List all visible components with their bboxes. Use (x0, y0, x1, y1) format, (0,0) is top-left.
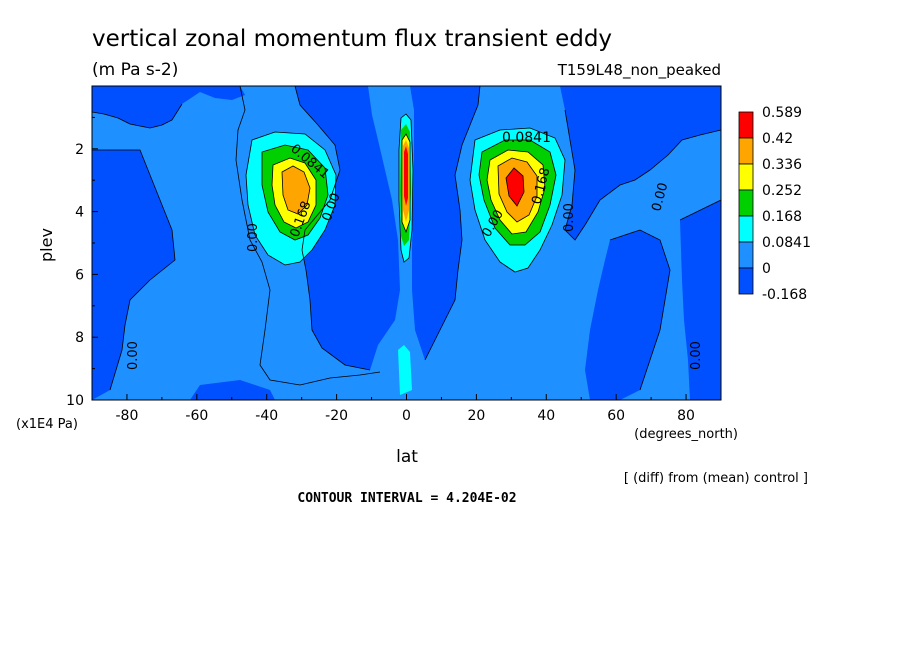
x-axis: -80 -60 -40 -20 0 20 40 60 80 (91, 394, 722, 424)
colorbar-label: 0.42 (762, 131, 793, 147)
colorbar-label: 0 (762, 261, 771, 277)
contour-label: 0.00 (689, 341, 704, 370)
colorbar-swatch (738, 111, 754, 139)
colorbar-label: 0.589 (762, 105, 802, 121)
colorbar-label: 0.336 (762, 157, 802, 173)
contour-plot: 0.0841 0.0841 0.168 0.168 0.00 0.00 0.00… (92, 86, 721, 400)
x-tick-label: 40 (537, 408, 555, 424)
y-unit-label: (x1E4 Pa) (16, 417, 78, 432)
contour-label: 0.00 (246, 223, 261, 252)
x-tick-label: 0 (402, 408, 411, 424)
y-axis-label: plev (37, 228, 56, 262)
y-tick-label: 10 (66, 393, 84, 409)
contour-label: 0.00 (126, 341, 141, 370)
chart-title: vertical zonal momentum flux transient e… (92, 26, 612, 52)
colorbar-label: 0.168 (762, 209, 802, 225)
colorbar-swatch (738, 241, 754, 269)
x-tick-label: -40 (255, 408, 278, 424)
colorbar-swatch (738, 163, 754, 191)
colorbar-swatch (738, 215, 754, 243)
x-unit-label: (degrees_north) (634, 427, 738, 442)
y-tick-label: 2 (75, 142, 84, 158)
colorbar-label: 0.0841 (762, 235, 811, 251)
x-tick-label: 80 (677, 408, 695, 424)
y-tick-label: 8 (75, 330, 84, 346)
colorbar-label: -0.168 (762, 287, 807, 303)
colorbar-label: 0.252 (762, 183, 802, 199)
x-tick-label: -20 (325, 408, 348, 424)
contour-label: 0.00 (649, 181, 671, 213)
x-tick-label: -80 (116, 408, 139, 424)
colorbar-swatch (738, 189, 754, 217)
colorbar-swatch (738, 137, 754, 165)
y-tick-label: 4 (75, 205, 84, 221)
y-tick-label: 6 (75, 267, 84, 283)
note-label: [ (diff) from (mean) control ] (624, 471, 808, 486)
y-axis: 2 4 6 8 10 (66, 116, 98, 409)
contour-interval: CONTOUR INTERVAL = 4.204E-02 (297, 491, 516, 506)
colorbar: 0.589 0.42 0.336 0.252 0.168 0.0841 0 -0.168 (738, 105, 811, 303)
experiment-label: T159L48_non_peaked (557, 61, 721, 80)
contour-lines (92, 86, 721, 391)
contour-label: 0.00 (562, 203, 577, 232)
colorbar-swatch (738, 267, 754, 295)
x-tick-label: -60 (185, 408, 208, 424)
red-regions (404, 146, 524, 206)
units-label: (m Pa s-2) (92, 60, 178, 80)
contour-label: 0.0841 (502, 130, 551, 146)
negative-regions (92, 86, 721, 400)
x-tick-label: 60 (607, 408, 625, 424)
x-axis-label: lat (396, 447, 418, 467)
x-tick-label: 20 (467, 408, 485, 424)
